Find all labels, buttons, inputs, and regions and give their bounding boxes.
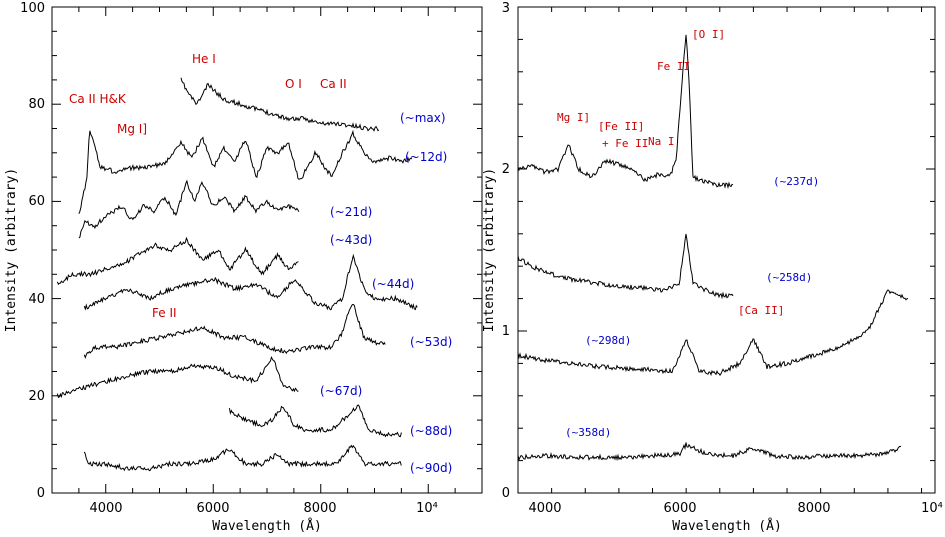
left-y-tick-label: 20 [28, 389, 45, 404]
spectrum-line [83, 253, 418, 311]
left-x-tick-label: 8000 [303, 501, 336, 516]
right-x-tick-label: 10⁴ [921, 501, 943, 516]
epoch-label: (~67d) [320, 384, 362, 398]
epoch-label: (~88d) [410, 424, 452, 438]
left-y-tick-label: 60 [28, 194, 45, 209]
line-label-fe-ii: Fe II [657, 60, 690, 73]
right-axis-ticks [517, 6, 935, 494]
line-label-o: O I [285, 77, 302, 91]
right-spectra [517, 34, 909, 462]
line-label-o-forbidden: [O I] [692, 28, 725, 41]
left-x-tick-label: 10⁴ [416, 501, 438, 516]
line-label-fe-forbidden: [Fe II] [598, 120, 644, 133]
right-y-axis-label: Intensity (arbitrary) [482, 168, 497, 332]
left-y-axis-label: Intensity (arbitrary) [4, 168, 19, 332]
spectrum-line [78, 129, 413, 214]
spectrum-line [228, 404, 402, 438]
right-x-tick-label: 6000 [663, 501, 696, 516]
epoch-label: (~53d) [410, 335, 452, 349]
spectrum-line [83, 303, 386, 359]
right-y-tick-label: 1 [502, 324, 510, 339]
line-label-ca-ii: Ca II [320, 77, 347, 91]
left-y-tick-label: 40 [28, 292, 45, 307]
epoch-label: (~12d) [405, 150, 447, 164]
spectrum-line [56, 355, 299, 399]
left-y-tick-label: 100 [20, 1, 45, 16]
epoch-label: (~298d) [585, 334, 631, 347]
right-x-tick-label: 4000 [528, 501, 561, 516]
left-plot-frame [51, 6, 483, 494]
left-y-tick-label: 0 [37, 486, 45, 501]
right-plot-frame [517, 6, 936, 494]
line-label-fe-ii-plus: + Fe II [602, 137, 648, 150]
left-spectra [56, 77, 418, 472]
epoch-label: (~90d) [410, 461, 452, 475]
spectrum-line [78, 179, 300, 239]
epoch-label: (~21d) [330, 205, 372, 219]
epoch-label: (~44d) [372, 277, 414, 291]
line-label-mg: Mg I] [557, 111, 590, 124]
spectrum-line [180, 77, 380, 132]
line-label-mg: Mg I] [117, 122, 147, 136]
left-x-tick-label: 6000 [196, 501, 229, 516]
left-x-axis-label: Wavelength (Å) [212, 518, 322, 534]
spectrum-line [56, 236, 299, 286]
epoch-label: (~237d) [773, 175, 819, 188]
line-label-fe-ii: Fe II [152, 306, 177, 320]
right-y-tick-label: 0 [502, 486, 510, 501]
epoch-label: (~43d) [330, 233, 372, 247]
right-x-axis-label: Wavelength (Å) [672, 518, 782, 534]
line-label-na: Na I [648, 135, 675, 148]
spectrum-line [517, 442, 902, 462]
epoch-label: (~258d) [766, 271, 812, 284]
spectrum-line [83, 444, 402, 472]
line-label-ca-forbidden: [Ca II] [738, 304, 784, 317]
spectrum-line [517, 289, 909, 377]
epoch-label: (~358d) [565, 426, 611, 439]
right-x-tick-label: 8000 [797, 501, 830, 516]
spectrum-line [517, 233, 734, 300]
right-y-tick-label: 2 [502, 162, 510, 177]
epoch-label: (~max) [400, 111, 446, 125]
left-y-tick-label: 80 [28, 97, 45, 112]
right-y-tick-label: 3 [502, 1, 510, 16]
left-axis-ticks [51, 6, 483, 494]
spectrum-line [517, 34, 734, 190]
line-label-ca-hk: Ca II H&K [69, 92, 127, 106]
left-x-tick-label: 4000 [89, 501, 122, 516]
line-label-he: He I [192, 52, 216, 66]
